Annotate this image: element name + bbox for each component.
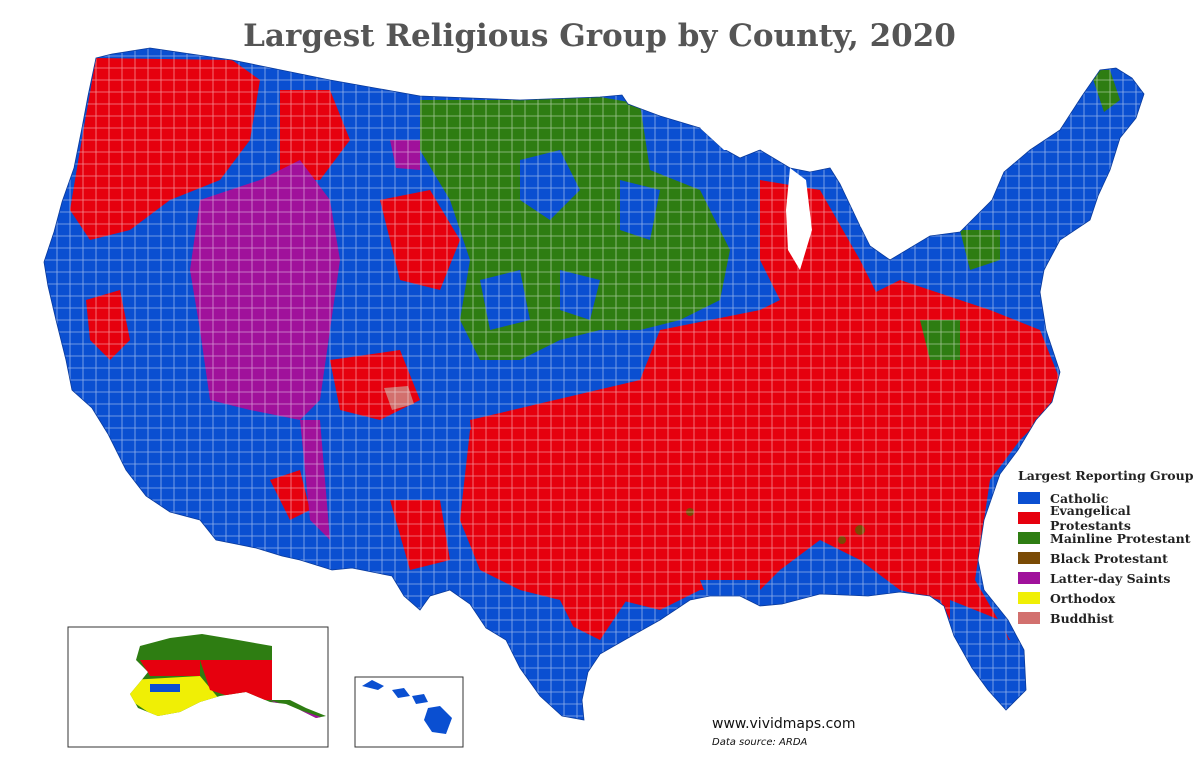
legend-item-orthodox: Orthodox <box>1018 588 1199 608</box>
legend-item-evangelical: Evangelical Protestants <box>1018 503 1199 533</box>
legend-label: Catholic <box>1050 490 1109 506</box>
legend-label: Latter-day Saints <box>1050 570 1171 586</box>
lake-michigan <box>786 168 812 270</box>
lake-huron <box>860 200 890 240</box>
legend-swatch <box>1018 512 1040 524</box>
legend-item-latter-day-saints: Latter-day Saints <box>1018 568 1199 588</box>
us-outline <box>43 47 1145 721</box>
county-lines <box>44 48 1144 720</box>
lake-superior <box>700 128 760 150</box>
legend-item-black-protestant: Black Protestant <box>1018 548 1199 568</box>
legend-title: Largest Reporting Group <box>1018 468 1194 483</box>
legend-item-mainline: Mainline Protestant <box>1018 528 1199 548</box>
legend-item-catholic: Catholic <box>1018 488 1199 508</box>
legend-swatch <box>1018 492 1040 504</box>
legend-label: Evangelical Protestants <box>1050 503 1131 533</box>
legend-label: Buddhist <box>1050 610 1114 626</box>
map-title: Largest Religious Group by County, 2020 <box>243 18 956 54</box>
legend-swatch <box>1018 572 1040 584</box>
legend-swatch <box>1018 612 1040 624</box>
legend-swatch <box>1018 592 1040 604</box>
data-source: Data source: ARDA <box>712 737 808 748</box>
legend-item-buddhist: Buddhist <box>1018 608 1199 628</box>
map-legend: Largest Reporting Group Catholic Evangel… <box>1018 468 1199 628</box>
legend-swatch <box>1018 532 1040 544</box>
legend-swatch <box>1018 552 1040 564</box>
website-credit: www.vividmaps.com <box>712 716 856 732</box>
legend-label: Mainline Protestant <box>1050 530 1191 546</box>
legend-label: Black Protestant <box>1050 550 1168 566</box>
legend-label: Orthodox <box>1050 590 1116 606</box>
